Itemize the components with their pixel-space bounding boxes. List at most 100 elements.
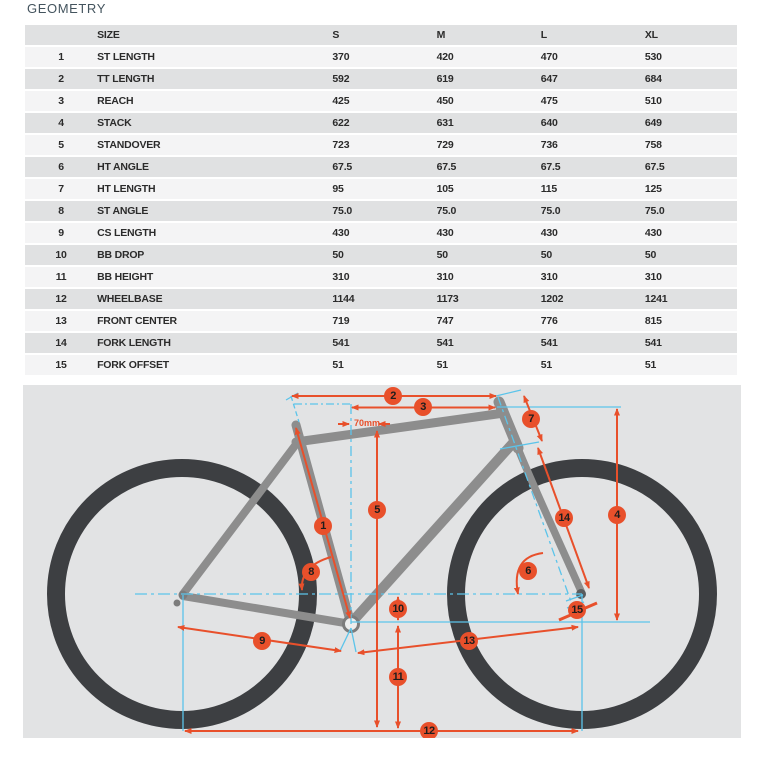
value-s: 425 xyxy=(332,91,437,113)
value-s: 310 xyxy=(332,267,437,289)
value-l: 75.0 xyxy=(540,201,645,223)
table-row: 5 STANDOVER 723 729 736 758 xyxy=(25,135,737,157)
bike-diagram-drawing xyxy=(47,389,717,734)
value-m: 105 xyxy=(436,179,541,201)
callout-6: 6 xyxy=(519,562,537,580)
header-s: S xyxy=(332,25,437,47)
value-m: 631 xyxy=(436,113,541,135)
value-xl: 125 xyxy=(644,179,737,201)
seat-axis-extension xyxy=(290,395,300,423)
row-number: 15 xyxy=(25,355,98,377)
row-label: FRONT CENTER xyxy=(97,311,333,333)
table-row: 15 FORK OFFSET 51 51 51 51 xyxy=(25,355,737,377)
value-l: 640 xyxy=(540,113,645,135)
top-tube xyxy=(291,408,509,447)
value-xl: 51 xyxy=(644,355,737,377)
row-number: 8 xyxy=(25,201,98,223)
steering-axis xyxy=(497,396,575,611)
table-row: 1 ST LENGTH 370 420 470 530 xyxy=(25,47,737,69)
geometry-table: SIZE S M L XL 1 ST LENGTH 370 420 470 530 2 TT … xyxy=(25,25,737,377)
value-m: 310 xyxy=(436,267,541,289)
table-row: 6 HT ANGLE 67.5 67.5 67.5 67.5 xyxy=(25,157,737,179)
row-label: TT LENGTH xyxy=(97,69,333,91)
chain-stays xyxy=(179,592,355,628)
header-size: SIZE xyxy=(97,25,333,47)
value-xl: 815 xyxy=(644,311,737,333)
table-row: 13 FRONT CENTER 719 747 776 815 xyxy=(25,311,737,333)
value-l: 115 xyxy=(540,179,645,201)
value-m: 50 xyxy=(436,245,541,267)
value-m: 75.0 xyxy=(436,201,541,223)
value-xl: 510 xyxy=(644,91,737,113)
bike-geometry-diagram: 70mm 1 2 3 4 5 6 7 8 9 10 11 12 13 14 15 xyxy=(23,385,741,738)
value-s: 723 xyxy=(332,135,437,157)
callout-13: 13 xyxy=(460,632,478,650)
value-l: 67.5 xyxy=(540,157,645,179)
value-s: 75.0 xyxy=(332,201,437,223)
value-m: 619 xyxy=(436,69,541,91)
table-row: 14 FORK LENGTH 541 541 541 541 xyxy=(25,333,737,355)
row-number: 13 xyxy=(25,311,98,333)
value-m: 729 xyxy=(436,135,541,157)
value-m: 430 xyxy=(436,223,541,245)
row-label: BB DROP xyxy=(97,245,333,267)
row-label: BB HEIGHT xyxy=(97,267,333,289)
callout-12: 12 xyxy=(420,722,438,738)
value-xl: 430 xyxy=(644,223,737,245)
header-xl: XL xyxy=(644,25,737,47)
table-row: 8 ST ANGLE 75.0 75.0 75.0 75.0 xyxy=(25,201,737,223)
row-number: 2 xyxy=(25,69,98,91)
table-row: 9 CS LENGTH 430 430 430 430 xyxy=(25,223,737,245)
value-xl: 530 xyxy=(644,47,737,69)
callout-14: 14 xyxy=(555,509,573,527)
seat-stays xyxy=(179,439,301,598)
table-row: 7 HT LENGTH 95 105 115 125 xyxy=(25,179,737,201)
value-xl: 310 xyxy=(644,267,737,289)
value-s: 51 xyxy=(332,355,437,377)
row-number: 9 xyxy=(25,223,98,245)
value-l: 430 xyxy=(540,223,645,245)
table-row: 2 TT LENGTH 592 619 647 684 xyxy=(25,69,737,91)
callout-9: 9 xyxy=(253,632,271,650)
value-xl: 1241 xyxy=(644,289,737,311)
offset-foot-tick-a xyxy=(565,594,584,602)
callout-10: 10 xyxy=(389,600,407,618)
row-label: FORK OFFSET xyxy=(97,355,333,377)
value-l: 776 xyxy=(540,311,645,333)
row-label: ST ANGLE xyxy=(97,201,333,223)
header-num xyxy=(25,25,98,47)
value-l: 736 xyxy=(540,135,645,157)
callout-15: 15 xyxy=(568,601,586,619)
row-label: REACH xyxy=(97,91,333,113)
value-xl: 50 xyxy=(644,245,737,267)
bb-projection-a xyxy=(339,627,352,652)
value-s: 67.5 xyxy=(332,157,437,179)
callout-3: 3 xyxy=(414,398,432,416)
callout-8: 8 xyxy=(302,563,320,581)
row-number: 12 xyxy=(25,289,98,311)
bb-projection-b xyxy=(350,627,357,653)
value-xl: 684 xyxy=(644,69,737,91)
value-s: 50 xyxy=(332,245,437,267)
value-l: 310 xyxy=(540,267,645,289)
value-m: 747 xyxy=(436,311,541,333)
value-m: 420 xyxy=(436,47,541,69)
value-m: 51 xyxy=(436,355,541,377)
callout-1: 1 xyxy=(314,517,332,535)
annotation-70mm: 70mm xyxy=(354,418,381,428)
row-label: ST LENGTH xyxy=(97,47,333,69)
page-title: GEOMETRY xyxy=(27,1,106,16)
callout-11: 11 xyxy=(389,668,407,686)
value-m: 541 xyxy=(436,333,541,355)
row-number: 6 xyxy=(25,157,98,179)
value-xl: 75.0 xyxy=(644,201,737,223)
table-row: 12 WHEELBASE 1144 1173 1202 1241 xyxy=(25,289,737,311)
value-l: 51 xyxy=(540,355,645,377)
table-row: 3 REACH 425 450 475 510 xyxy=(25,91,737,113)
value-s: 541 xyxy=(332,333,437,355)
row-label: CS LENGTH xyxy=(97,223,333,245)
value-l: 470 xyxy=(540,47,645,69)
value-l: 647 xyxy=(540,69,645,91)
header-m: M xyxy=(436,25,541,47)
